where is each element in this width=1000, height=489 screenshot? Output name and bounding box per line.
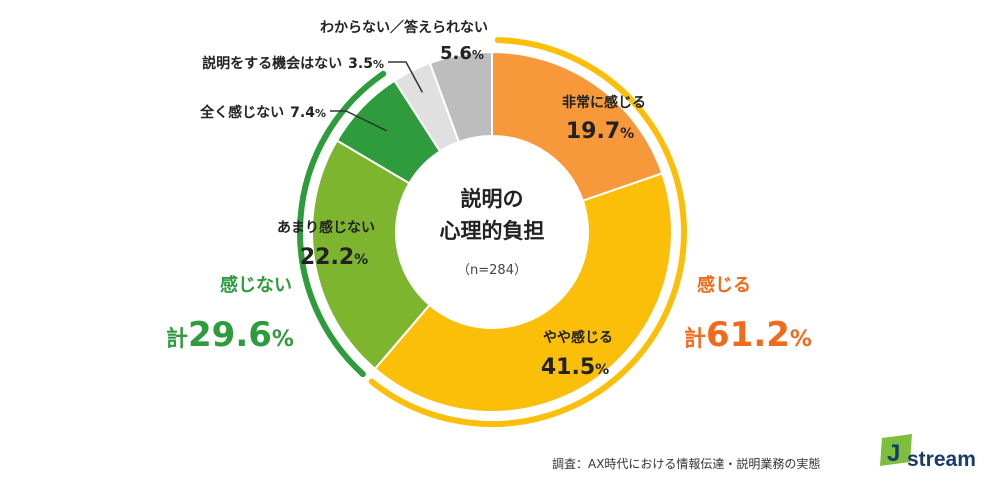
value-text: 41.5	[541, 355, 595, 380]
donut-slices	[311, 50, 673, 413]
chart-title-line-2: 心理的負担	[440, 219, 545, 243]
leader-no-opportunity	[388, 61, 424, 93]
logo-mark-bg	[880, 434, 912, 466]
value-text: 5.6	[440, 43, 472, 64]
slice-label-unknown: わからない／答えられない	[320, 19, 488, 36]
jstream-logo: J stream	[880, 434, 976, 471]
group-name-not-feel: 感じない	[220, 274, 292, 296]
slice-value-very: 19.7%	[566, 119, 634, 144]
prefix-text: 計	[684, 326, 706, 352]
sample-size: （n=284）	[457, 263, 527, 278]
logo-text: stream	[907, 448, 976, 471]
group-total-feel: 計61.2%	[684, 315, 812, 355]
slice-value-not-much: 22.2%	[300, 245, 368, 270]
leader-not-at-all	[330, 110, 388, 132]
slice-2	[311, 139, 432, 371]
slice-label-no-opportunity: 説明をする機会はない 3.5%	[202, 55, 384, 72]
unit-text: %	[354, 252, 368, 268]
chart-title-line-1: 説明の	[461, 187, 524, 211]
value-text: 29.6	[188, 315, 272, 355]
slice-label-not-at-all: 全く感じない 7.4%	[199, 104, 326, 121]
logo-mark: J	[887, 440, 900, 467]
value-text: 19.7	[566, 119, 620, 144]
group-name-feel: 感じる	[697, 274, 751, 296]
slice-1	[373, 172, 673, 413]
value-text: 61.2	[706, 315, 790, 355]
unit-text: %	[595, 362, 609, 378]
group-arcs	[297, 37, 687, 427]
value-text: 22.2	[300, 245, 354, 270]
group-total-not-feel: 計29.6%	[166, 315, 294, 355]
unit-text: %	[620, 126, 634, 142]
label-text: 説明をする機会はない	[202, 55, 342, 72]
value-text: 7.4	[290, 105, 315, 121]
slice-value-somewhat: 41.5%	[541, 355, 609, 380]
arc-not-feel	[297, 70, 387, 378]
leader-lines	[330, 61, 424, 132]
unit-text: %	[790, 327, 812, 352]
slice-5	[428, 50, 493, 144]
slice-value-unknown: 5.6%	[440, 43, 484, 64]
slice-label-somewhat: やや感じる	[543, 329, 613, 346]
unit-text: %	[472, 48, 484, 62]
unit-text: %	[315, 107, 326, 120]
slice-label-not-much: あまり感じない	[277, 219, 375, 236]
value-text: 3.5	[348, 56, 373, 72]
source-note: 調査：AX時代における情報伝達・説明業務の実態	[552, 456, 820, 471]
slice-0	[491, 50, 664, 203]
prefix-text: 計	[166, 326, 188, 352]
unit-text: %	[373, 58, 384, 71]
slice-label-very: 非常に感じる	[562, 94, 646, 111]
arc-feel	[368, 37, 687, 427]
unit-text: %	[272, 327, 294, 352]
label-text: 全く感じない	[199, 104, 284, 121]
